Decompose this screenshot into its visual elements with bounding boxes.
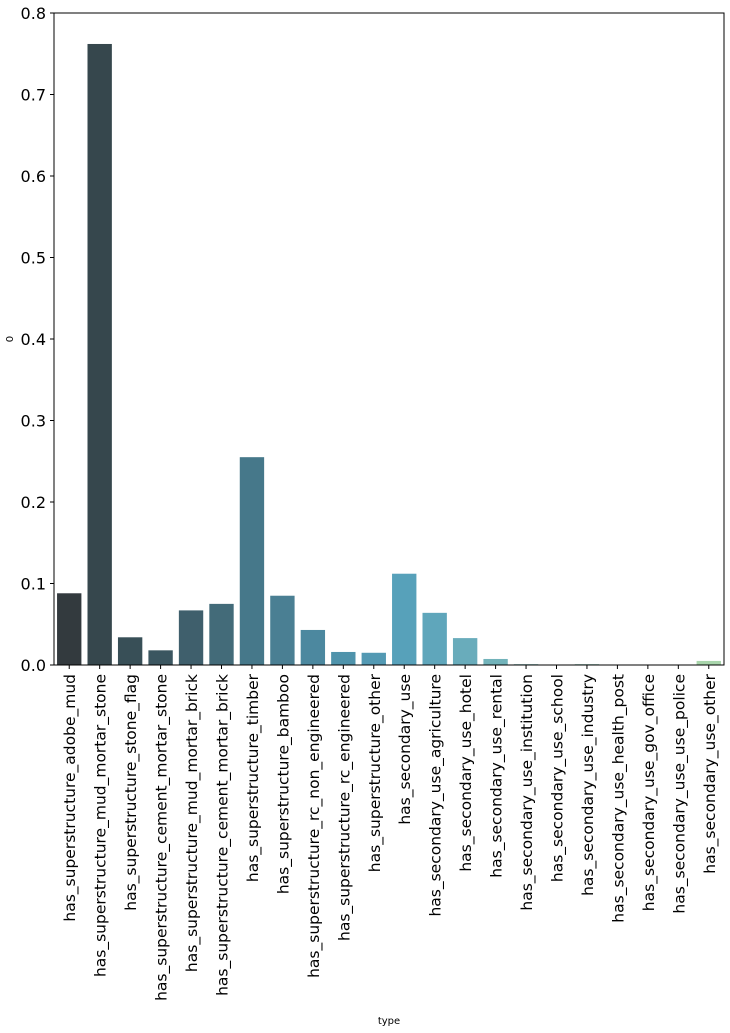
- x-tick-label: has_superstructure_timber: [244, 673, 263, 882]
- x-tick-label: has_superstructure_bamboo: [274, 674, 293, 894]
- bar-has_secondary_use_agriculture: [422, 612, 447, 665]
- bar-has_superstructure_other: [361, 652, 386, 665]
- bar-has_secondary_use_rental: [483, 658, 508, 665]
- bar-has_superstructure_timber: [239, 457, 265, 665]
- x-tick-label: has_secondary_use_hotel: [457, 674, 476, 872]
- bar-has_superstructure_cement_mortar_stone: [148, 650, 173, 665]
- y-tick-label: 0.0: [21, 656, 46, 675]
- bar-has_secondary_use: [392, 573, 417, 665]
- y-tick-label: 0.8: [21, 4, 46, 23]
- x-tick-label: has_secondary_use_gov_office: [640, 674, 659, 911]
- bar-has_superstructure_stone_flag: [117, 637, 143, 665]
- bar-has_secondary_use_hotel: [452, 638, 478, 665]
- x-tick-label: has_superstructure_cement_mortar_stone: [153, 674, 172, 1001]
- plot-frame: [53, 12, 725, 666]
- x-axis: has_superstructure_adobe_mud has_superstr…: [61, 665, 720, 1001]
- x-tick-label: has_superstructure_other: [366, 673, 385, 872]
- bar-has_superstructure_bamboo: [270, 595, 295, 665]
- x-tick-label: has_secondary_use_institution: [518, 674, 537, 911]
- bars-group: [57, 43, 721, 666]
- x-tick-label: has_superstructure_rc_non_engineered: [305, 674, 324, 978]
- bar-has_superstructure_mud_mortar_stone: [87, 43, 112, 666]
- y-tick-label: 0.6: [21, 167, 46, 186]
- y-tick-label: 0.3: [21, 412, 46, 431]
- x-tick-label: has_superstructure_rc_engineered: [335, 674, 354, 941]
- x-tick-label: has_superstructure_mud_mortar_brick: [183, 674, 202, 972]
- bar-has_superstructure_mud_mortar_brick: [178, 610, 204, 665]
- x-tick-label: has_secondary_use_rental: [488, 674, 507, 878]
- x-tick-label: has_superstructure_adobe_mud: [61, 674, 80, 922]
- y-tick-label: 0.7: [21, 86, 46, 105]
- bar-has_superstructure_rc_non_engineered: [300, 629, 326, 665]
- x-tick-label: has_superstructure_stone_flag: [122, 674, 141, 911]
- bar-has_superstructure_cement_mortar_brick: [209, 603, 234, 665]
- x-tick-label: has_secondary_use_use_police: [670, 674, 689, 914]
- x-tick-label: has_secondary_use_health_post: [609, 674, 628, 923]
- x-tick-label: has_secondary_use_other: [701, 673, 720, 873]
- x-tick-label: has_secondary_use_industry: [579, 674, 598, 896]
- x-tick-label: has_secondary_use_school: [549, 674, 568, 882]
- bar-has_superstructure_rc_engineered: [331, 651, 356, 665]
- x-tick-label: has_secondary_use_agriculture: [427, 674, 446, 917]
- y-tick-label: 0.2: [21, 493, 46, 512]
- bar-has_superstructure_adobe_mud: [57, 593, 82, 665]
- x-axis-label: type: [378, 1016, 400, 1027]
- bar-has_secondary_use_other: [696, 660, 721, 665]
- y-tick-label: 0.1: [21, 575, 46, 594]
- y-axis: 0.0 0.1 0.2 0.3 0.4 0.5 0.6 0.7 0.8: [21, 4, 54, 675]
- x-tick-label: has_superstructure_cement_mortar_brick: [214, 674, 233, 996]
- x-tick-label: has_superstructure_mud_mortar_stone: [92, 674, 111, 977]
- x-tick-label: has_secondary_use: [396, 674, 415, 825]
- y-tick-label: 0.4: [21, 330, 46, 349]
- y-axis-label: 0: [5, 336, 16, 342]
- y-tick-label: 0.5: [21, 249, 46, 268]
